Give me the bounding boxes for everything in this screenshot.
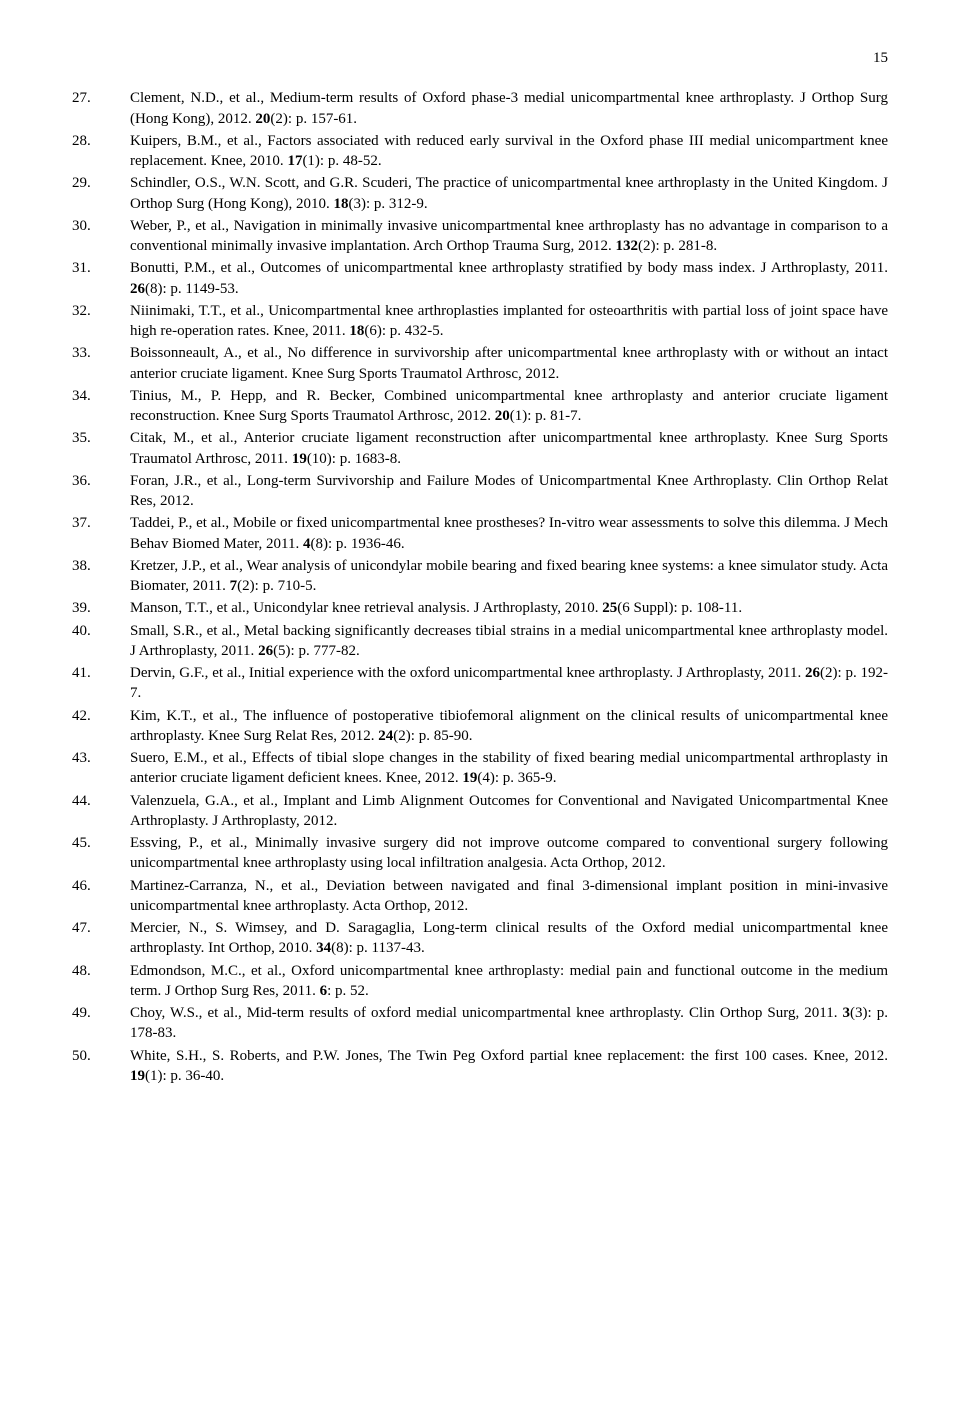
reference-list: 27.Clement, N.D., et al., Medium-term re… — [72, 88, 888, 1086]
reference-item: 41.Dervin, G.F., et al., Initial experie… — [72, 663, 888, 704]
reference-item: 49.Choy, W.S., et al., Mid-term results … — [72, 1003, 888, 1044]
reference-text: Manson, T.T., et al., Unicondylar knee r… — [130, 598, 888, 618]
reference-item: 50.White, S.H., S. Roberts, and P.W. Jon… — [72, 1046, 888, 1087]
reference-text: Mercier, N., S. Wimsey, and D. Saragagli… — [130, 918, 888, 959]
reference-item: 38.Kretzer, J.P., et al., Wear analysis … — [72, 556, 888, 597]
reference-item: 42.Kim, K.T., et al., The influence of p… — [72, 706, 888, 747]
reference-item: 28.Kuipers, B.M., et al., Factors associ… — [72, 131, 888, 172]
reference-number: 36. — [72, 471, 130, 512]
reference-text: White, S.H., S. Roberts, and P.W. Jones,… — [130, 1046, 888, 1087]
reference-text: Kuipers, B.M., et al., Factors associate… — [130, 131, 888, 172]
reference-number: 31. — [72, 258, 130, 299]
reference-text: Choy, W.S., et al., Mid-term results of … — [130, 1003, 888, 1044]
reference-item: 35.Citak, M., et al., Anterior cruciate … — [72, 428, 888, 469]
reference-number: 42. — [72, 706, 130, 747]
reference-text: Small, S.R., et al., Metal backing signi… — [130, 621, 888, 662]
reference-number: 47. — [72, 918, 130, 959]
reference-item: 39.Manson, T.T., et al., Unicondylar kne… — [72, 598, 888, 618]
reference-item: 37.Taddei, P., et al., Mobile or fixed u… — [72, 513, 888, 554]
reference-number: 41. — [72, 663, 130, 704]
reference-number: 28. — [72, 131, 130, 172]
reference-number: 38. — [72, 556, 130, 597]
reference-text: Kim, K.T., et al., The influence of post… — [130, 706, 888, 747]
reference-item: 46.Martinez-Carranza, N., et al., Deviat… — [72, 876, 888, 917]
reference-number: 50. — [72, 1046, 130, 1087]
reference-item: 40.Small, S.R., et al., Metal backing si… — [72, 621, 888, 662]
reference-text: Essving, P., et al., Minimally invasive … — [130, 833, 888, 874]
reference-text: Edmondson, M.C., et al., Oxford unicompa… — [130, 961, 888, 1002]
reference-item: 44.Valenzuela, G.A., et al., Implant and… — [72, 791, 888, 832]
reference-text: Schindler, O.S., W.N. Scott, and G.R. Sc… — [130, 173, 888, 214]
reference-item: 33.Boissonneault, A., et al., No differe… — [72, 343, 888, 384]
reference-item: 36.Foran, J.R., et al., Long-term Surviv… — [72, 471, 888, 512]
reference-text: Bonutti, P.M., et al., Outcomes of unico… — [130, 258, 888, 299]
reference-text: Valenzuela, G.A., et al., Implant and Li… — [130, 791, 888, 832]
reference-item: 34.Tinius, M., P. Hepp, and R. Becker, C… — [72, 386, 888, 427]
reference-number: 30. — [72, 216, 130, 257]
reference-item: 47.Mercier, N., S. Wimsey, and D. Saraga… — [72, 918, 888, 959]
reference-item: 31.Bonutti, P.M., et al., Outcomes of un… — [72, 258, 888, 299]
reference-text: Clement, N.D., et al., Medium-term resul… — [130, 88, 888, 129]
reference-number: 29. — [72, 173, 130, 214]
reference-number: 46. — [72, 876, 130, 917]
reference-number: 39. — [72, 598, 130, 618]
reference-text: Martinez-Carranza, N., et al., Deviation… — [130, 876, 888, 917]
reference-number: 27. — [72, 88, 130, 129]
reference-item: 32.Niinimaki, T.T., et al., Unicompartme… — [72, 301, 888, 342]
reference-number: 37. — [72, 513, 130, 554]
reference-text: Suero, E.M., et al., Effects of tibial s… — [130, 748, 888, 789]
reference-number: 35. — [72, 428, 130, 469]
reference-text: Dervin, G.F., et al., Initial experience… — [130, 663, 888, 704]
reference-number: 32. — [72, 301, 130, 342]
reference-item: 45.Essving, P., et al., Minimally invasi… — [72, 833, 888, 874]
reference-number: 40. — [72, 621, 130, 662]
reference-text: Citak, M., et al., Anterior cruciate lig… — [130, 428, 888, 469]
reference-number: 43. — [72, 748, 130, 789]
reference-item: 43.Suero, E.M., et al., Effects of tibia… — [72, 748, 888, 789]
reference-text: Weber, P., et al., Navigation in minimal… — [130, 216, 888, 257]
reference-text: Foran, J.R., et al., Long-term Survivors… — [130, 471, 888, 512]
reference-number: 49. — [72, 1003, 130, 1044]
reference-number: 48. — [72, 961, 130, 1002]
reference-text: Boissonneault, A., et al., No difference… — [130, 343, 888, 384]
reference-number: 44. — [72, 791, 130, 832]
reference-number: 33. — [72, 343, 130, 384]
reference-item: 48.Edmondson, M.C., et al., Oxford unico… — [72, 961, 888, 1002]
reference-text: Tinius, M., P. Hepp, and R. Becker, Comb… — [130, 386, 888, 427]
reference-text: Taddei, P., et al., Mobile or fixed unic… — [130, 513, 888, 554]
reference-text: Niinimaki, T.T., et al., Unicompartmenta… — [130, 301, 888, 342]
reference-number: 34. — [72, 386, 130, 427]
reference-text: Kretzer, J.P., et al., Wear analysis of … — [130, 556, 888, 597]
reference-item: 29.Schindler, O.S., W.N. Scott, and G.R.… — [72, 173, 888, 214]
page-number: 15 — [72, 48, 888, 68]
reference-item: 27.Clement, N.D., et al., Medium-term re… — [72, 88, 888, 129]
reference-number: 45. — [72, 833, 130, 874]
reference-item: 30.Weber, P., et al., Navigation in mini… — [72, 216, 888, 257]
